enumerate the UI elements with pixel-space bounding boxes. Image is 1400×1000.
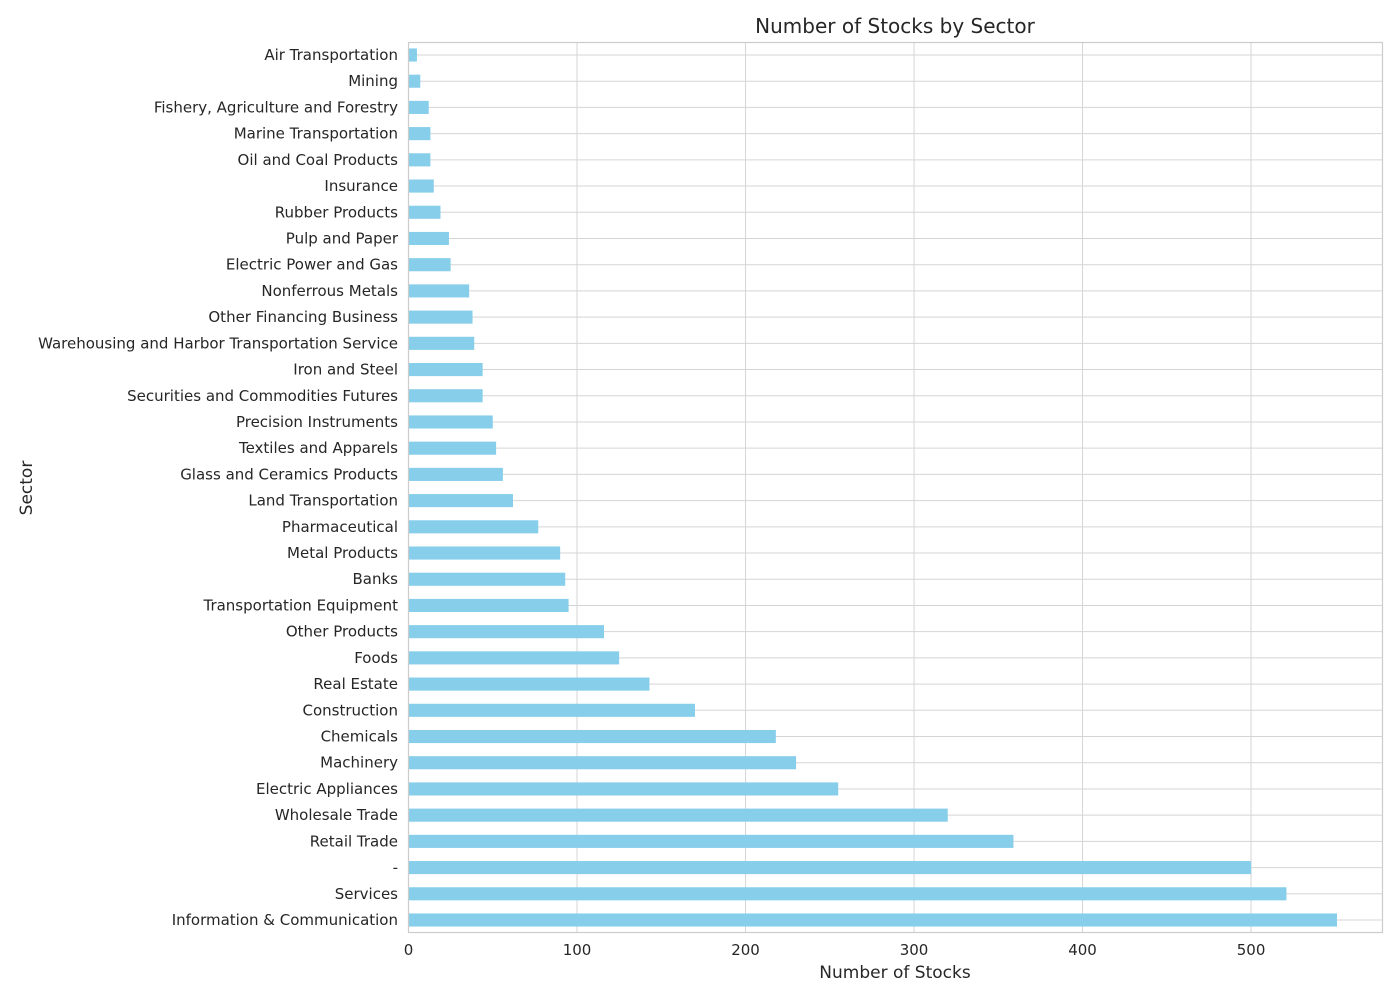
bar [408,153,431,167]
y-tick-label: Metal Products [287,544,398,562]
bar [408,389,483,403]
bar [408,336,475,350]
y-tick-label: Air Transportation [264,46,398,64]
bar [408,362,483,377]
bar [408,808,948,822]
y-tick-label: Securities and Commodities Futures [127,387,398,405]
y-tick-label: Construction [302,701,398,719]
y-tick-label: Pharmaceutical [282,518,398,536]
y-tick-label: Transportation Equipment [202,596,398,614]
bar [408,572,566,586]
y-tick-label: Nonferrous Metals [261,282,398,300]
y-tick-label: Other Products [286,623,398,641]
y-tick-label: Pulp and Paper [286,229,399,247]
grid-layer [408,42,1383,933]
bar [408,598,569,613]
y-tick-label: - [393,859,398,877]
y-tick-label: Iron and Steel [293,361,398,379]
bar [408,834,1014,848]
y-tick-label: Rubber Products [275,203,398,221]
bar [408,756,797,770]
x-tick-label: 0 [404,941,414,959]
bar [408,100,429,114]
bar [408,48,417,62]
bar [408,231,449,246]
x-tick-label: 100 [563,941,592,959]
chart-title: Number of Stocks by Sector [755,14,1035,38]
bar [408,74,421,88]
bar [408,913,1338,927]
y-tick-label: Warehousing and Harbor Transportation Se… [38,334,398,352]
y-tick-label: Textiles and Apparels [238,439,398,457]
plot-frame [407,41,1384,934]
y-tick-label: Retail Trade [310,832,398,850]
bar [408,205,441,219]
y-tick-labels: Information & Communication Services - Reta… [38,46,399,929]
bar [408,310,473,324]
y-tick-label: Information & Communication [172,911,398,929]
y-tick-label: Glass and Ceramics Products [180,465,398,483]
y-tick-label: Machinery [320,754,398,772]
bar [408,258,451,272]
y-tick-label: Precision Instruments [236,413,398,431]
y-tick-label: Services [335,885,398,903]
bar [408,782,839,796]
bar [408,127,431,141]
bar [408,677,650,691]
bar [408,729,776,744]
x-tick-labels: 0 100 200 300 400 500 [404,941,1266,959]
y-tick-label: Insurance [324,177,398,195]
bar [408,861,1252,875]
bar [408,441,497,455]
y-tick-label: Oil and Coal Products [238,151,399,169]
y-tick-label: Other Financing Business [208,308,398,326]
bar [408,651,620,665]
x-axis-label: Number of Stocks [819,963,971,983]
bar [408,703,695,717]
bar [408,179,434,193]
bar [408,546,561,560]
bar [408,284,470,298]
y-tick-label: Electric Power and Gas [226,256,398,274]
y-tick-label: Wholesale Trade [275,806,398,824]
bars-layer [408,48,1338,927]
y-tick-label: Banks [353,570,399,588]
bar [408,520,539,534]
bar [408,625,604,639]
y-tick-label: Chemicals [321,728,399,746]
y-tick-label: Foods [354,649,398,667]
x-tick-label: 500 [1237,941,1266,959]
y-tick-label: Electric Appliances [256,780,398,798]
y-tick-label: Fishery, Agriculture and Forestry [154,98,398,116]
x-tick-label: 300 [900,941,929,959]
x-tick-label: 400 [1068,941,1097,959]
bar [408,415,493,429]
y-axis-label: Sector [17,461,37,516]
bar [408,467,503,481]
y-tick-label: Real Estate [313,675,398,693]
bar [408,494,513,508]
y-tick-label: Land Transportation [248,492,398,510]
y-tick-label: Mining [348,72,398,90]
x-tick-label: 200 [731,941,760,959]
bar [408,887,1287,901]
y-tick-label: Marine Transportation [234,125,398,143]
